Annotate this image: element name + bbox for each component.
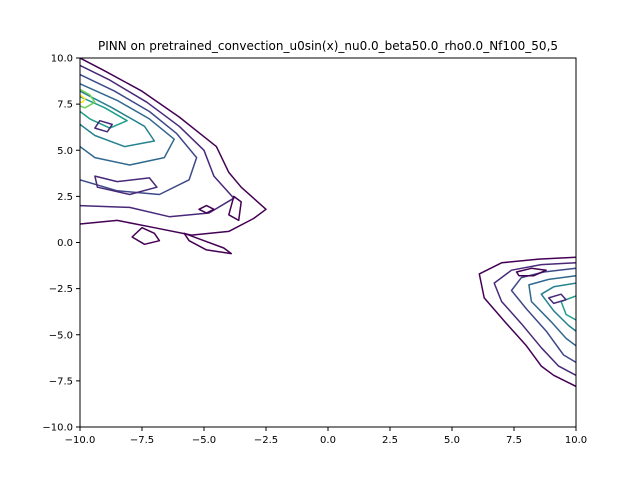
upper-left-island-level-0 [131,226,161,246]
lower-right-contour-level-4 [540,282,576,332]
chart-title: PINN on pretrained_convection_u0sin(x)_n… [98,39,558,53]
lower-right-contour-level-0 [478,256,576,388]
upper-left-contour-level-0 [80,58,267,236]
y-tick-label: −2.5 [49,284,73,295]
y-tick-label: 7.5 [57,100,73,111]
y-tick-label: 10.0 [51,54,73,65]
upper-left-island-level-1 [94,175,158,196]
y-tick-label: 2.5 [57,192,73,203]
x-tick-label: 5.0 [444,435,460,446]
upper-left-contour-level-5 [80,96,128,129]
y-tick-label: −10.0 [42,423,73,434]
x-tick-label: 10.0 [565,435,587,446]
y-tick-label: −5.0 [49,330,73,341]
upper-left-contour-level-7 [80,88,96,109]
upper-left-contour-level-1 [80,64,235,218]
lower-right-contour-level-3 [528,274,576,347]
x-tick-label: 0.0 [320,435,336,446]
upper-left-contour-level-9 [80,94,86,104]
upper-left-contour-level-4 [80,90,156,148]
upper-left-contour-level-2 [80,73,198,196]
upper-left-contour-level-3 [80,83,175,166]
y-axis: −10.0 −7.5 −5.0 −2.5 0.0 2.5 5.0 7.5 10.0 [42,54,80,434]
y-tick-label: −7.5 [49,376,73,387]
lower-right-island-level-0 [515,267,547,277]
x-tick-label: 2.5 [382,435,398,446]
x-tick-label: 7.5 [506,435,522,446]
lower-right-contour-level-1 [493,262,576,376]
plot-area [80,58,576,427]
upper-left-island-level-0 [198,204,215,214]
x-tick-label: −7.5 [130,435,154,446]
x-tick-label: −5.0 [192,435,216,446]
upper-left-island-level-1 [94,119,113,133]
x-tick-label: −10.0 [65,435,96,446]
y-tick-label: 5.0 [57,146,73,157]
x-axis: −10.0 −7.5 −5.0 −2.5 0.0 2.5 5.0 7.5 10.0 [65,427,587,446]
contour-layer [80,58,576,388]
lower-right-contour-level-5 [560,295,576,321]
upper-left-island-level-0 [228,195,242,222]
upper-left-island-level-0 [183,232,233,255]
y-tick-label: 0.0 [57,238,73,249]
lower-right-island-level-1 [547,293,567,305]
x-tick-label: −2.5 [254,435,278,446]
